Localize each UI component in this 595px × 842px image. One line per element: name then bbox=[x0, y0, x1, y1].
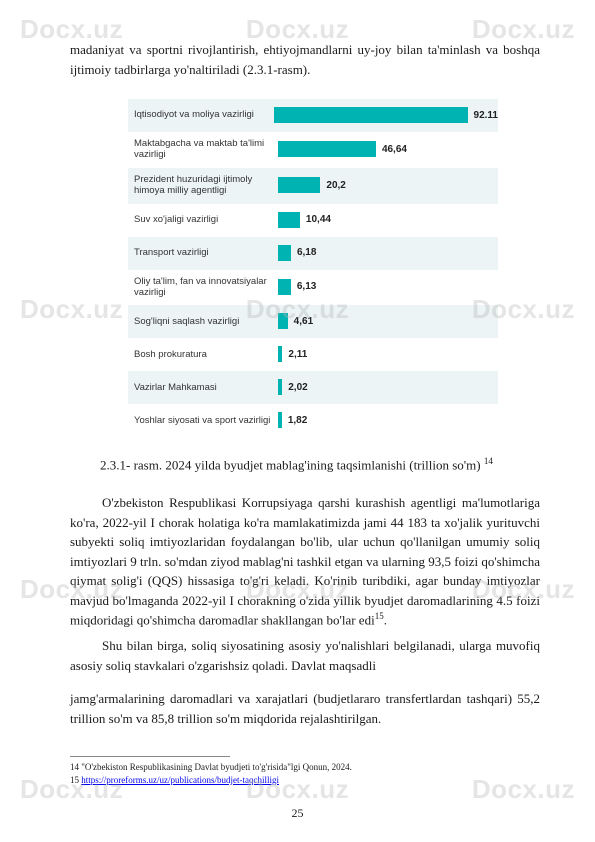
chart-category-label: Oliy ta'lim, fan va innovatsiyalar vazir… bbox=[128, 276, 278, 299]
chart-row: Yoshlar siyosati va sport vazirligi 1,82 bbox=[128, 404, 498, 437]
footnote-list: 14 "O'zbekiston Respublikasining Davlat … bbox=[70, 761, 540, 786]
chart-category-label: Suv xo'jaligi vazirligi bbox=[128, 214, 278, 225]
chart-category-label: Prezident huzuridagi ijtimoly himoya mil… bbox=[128, 174, 278, 197]
chart-row: Transport vazirligi 6,18 bbox=[128, 237, 498, 270]
paragraph-1: madaniyat va sportni rivojlantirish, eht… bbox=[70, 40, 540, 79]
footnote-15-link[interactable]: https://proreforms.uz/uz/publications/bu… bbox=[81, 775, 279, 785]
chart-category-label: Maktabgacha va maktab ta'limi vazirligi bbox=[128, 138, 278, 161]
paragraph-2-end: . bbox=[384, 613, 387, 628]
chart-row: Oliy ta'lim, fan va innovatsiyalar vazir… bbox=[128, 270, 498, 306]
chart-bar-area: 1,82 bbox=[278, 410, 498, 430]
chart-row: Maktabgacha va maktab ta'limi vazirligi 4… bbox=[128, 132, 498, 168]
chart-category-label: Sog'liqni saqlash vazirligi bbox=[128, 316, 278, 327]
chart-category-label: Transport vazirligi bbox=[128, 247, 278, 258]
chart-bar bbox=[278, 245, 291, 261]
chart-bar-value: 10,44 bbox=[306, 212, 331, 227]
chart-bar-area: 46,64 bbox=[278, 139, 498, 159]
caption-text: 2.3.1- rasm. 2024 yilda byudjet mablag'i… bbox=[100, 458, 481, 473]
budget-bar-chart: Iqtisodiyot va moliya vazirligi 92.11 Makt… bbox=[120, 89, 510, 447]
chart-bar bbox=[278, 141, 376, 157]
chart-bar bbox=[278, 279, 291, 295]
chart-row: Bosh prokuratura 2,11 bbox=[128, 338, 498, 371]
watermark: Docx.uz bbox=[20, 290, 123, 329]
paragraph-4: jamg'armalarining daromadlari va xarajat… bbox=[70, 689, 540, 728]
chart-bar bbox=[278, 212, 300, 228]
chart-bar bbox=[278, 379, 282, 395]
paragraph-3: Shu bilan birga, soliq siyosatining asos… bbox=[70, 636, 540, 675]
chart-bar bbox=[278, 313, 288, 329]
chart-bar-value: 92.11 bbox=[474, 108, 498, 123]
chart-bar-area: 6,18 bbox=[278, 243, 498, 263]
chart-row: Prezident huzuridagi ijtimoly himoya mil… bbox=[128, 168, 498, 204]
chart-bar-value: 6,18 bbox=[297, 245, 316, 260]
chart-category-label: Vazirlar Mahkamasi bbox=[128, 382, 278, 393]
footnote-15-num: 15 bbox=[70, 775, 81, 785]
chart-bar-value: 4,61 bbox=[294, 314, 313, 329]
chart-bar-value: 20,2 bbox=[326, 178, 345, 193]
chart-bar bbox=[278, 346, 282, 362]
chart-bar bbox=[278, 177, 320, 193]
chart-bar-area: 20,2 bbox=[278, 175, 498, 195]
chart-bar-value: 1,82 bbox=[288, 413, 307, 428]
chart-bar-area: 2,11 bbox=[278, 344, 498, 364]
chart-row: Sog'liqni saqlash vazirligi 4,61 bbox=[128, 305, 498, 338]
chart-bar-value: 2,11 bbox=[288, 347, 307, 362]
page-number: 25 bbox=[0, 804, 595, 822]
chart-bar-area: 2,02 bbox=[278, 377, 498, 397]
chart-bar bbox=[274, 107, 467, 123]
chart-caption: 2.3.1- rasm. 2024 yilda byudjet mablag'i… bbox=[100, 455, 540, 475]
chart-category-label: Iqtisodiyot va moliya vazirligi bbox=[128, 109, 274, 120]
chart-category-label: Yoshlar siyosati va sport vazirligi bbox=[128, 415, 278, 426]
footnote-ref-14: 14 bbox=[484, 456, 493, 466]
paragraph-2-text: O'zbekiston Respublikasi Korrupsiyaga qa… bbox=[70, 495, 540, 627]
chart-row: Vazirlar Mahkamasi 2,02 bbox=[128, 371, 498, 404]
footnote-separator bbox=[70, 756, 230, 757]
footnote-ref-15: 15 bbox=[375, 611, 384, 621]
chart-bar bbox=[278, 412, 282, 428]
footnote-14: 14 "O'zbekiston Respublikasining Davlat … bbox=[70, 761, 540, 774]
chart-row: Suv xo'jaligi vazirligi 10,44 bbox=[128, 204, 498, 237]
chart-bar-area: 6,13 bbox=[278, 277, 498, 297]
chart-category-label: Bosh prokuratura bbox=[128, 349, 278, 360]
chart-bar-area: 10,44 bbox=[278, 210, 498, 230]
footnote-15: 15 https://proreforms.uz/uz/publications… bbox=[70, 774, 540, 787]
chart-bar-value: 46,64 bbox=[382, 142, 407, 157]
chart-row: Iqtisodiyot va moliya vazirligi 92.11 bbox=[128, 99, 498, 132]
chart-bar-area: 92.11 bbox=[274, 105, 498, 125]
chart-bar-value: 2,02 bbox=[288, 380, 307, 395]
paragraph-2: O'zbekiston Respublikasi Korrupsiyaga qa… bbox=[70, 493, 540, 630]
chart-bar-value: 6,13 bbox=[297, 279, 316, 294]
chart-bar-area: 4,61 bbox=[278, 311, 498, 331]
